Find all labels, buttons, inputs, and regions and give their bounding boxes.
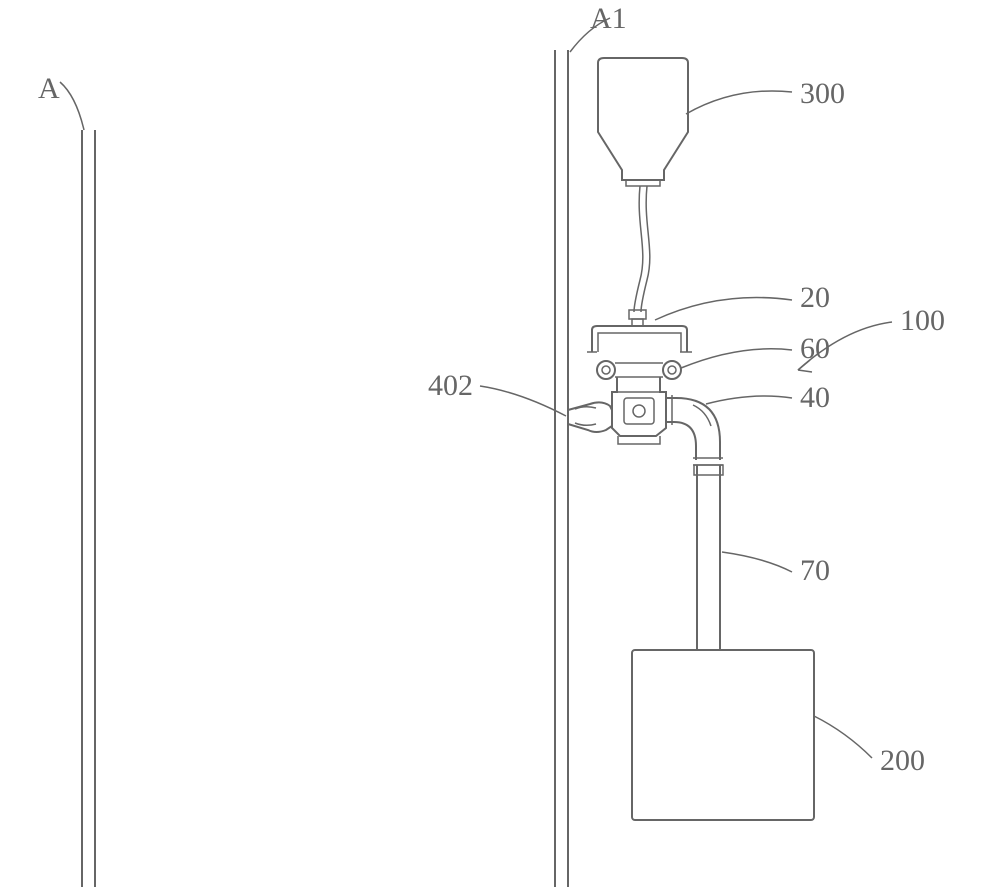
label-70: 70 <box>800 554 830 587</box>
labels: A A1 300 20 100 60 402 40 70 200 <box>38 2 945 777</box>
bearing-60 <box>597 361 681 379</box>
label-40: 40 <box>800 381 830 414</box>
label-300: 300 <box>800 77 845 110</box>
label-A: A <box>38 72 60 105</box>
component-300 <box>598 58 688 186</box>
valve-body <box>612 377 666 444</box>
port-402 <box>568 402 612 432</box>
tube <box>629 186 650 326</box>
elbow-40 <box>666 395 723 465</box>
bracket-20 <box>587 326 692 352</box>
label-20: 20 <box>800 281 830 314</box>
label-A1: A1 <box>590 2 627 35</box>
label-60: 60 <box>800 332 830 365</box>
box-200 <box>632 650 814 820</box>
rail-A <box>82 130 95 887</box>
leaders <box>60 18 892 758</box>
rail-A1 <box>555 50 568 887</box>
pipe-70 <box>694 465 723 650</box>
label-100: 100 <box>900 304 945 337</box>
label-402: 402 <box>428 369 473 402</box>
patent-figure: A A1 300 20 100 60 402 40 70 200 <box>0 0 1000 887</box>
label-200: 200 <box>880 744 925 777</box>
